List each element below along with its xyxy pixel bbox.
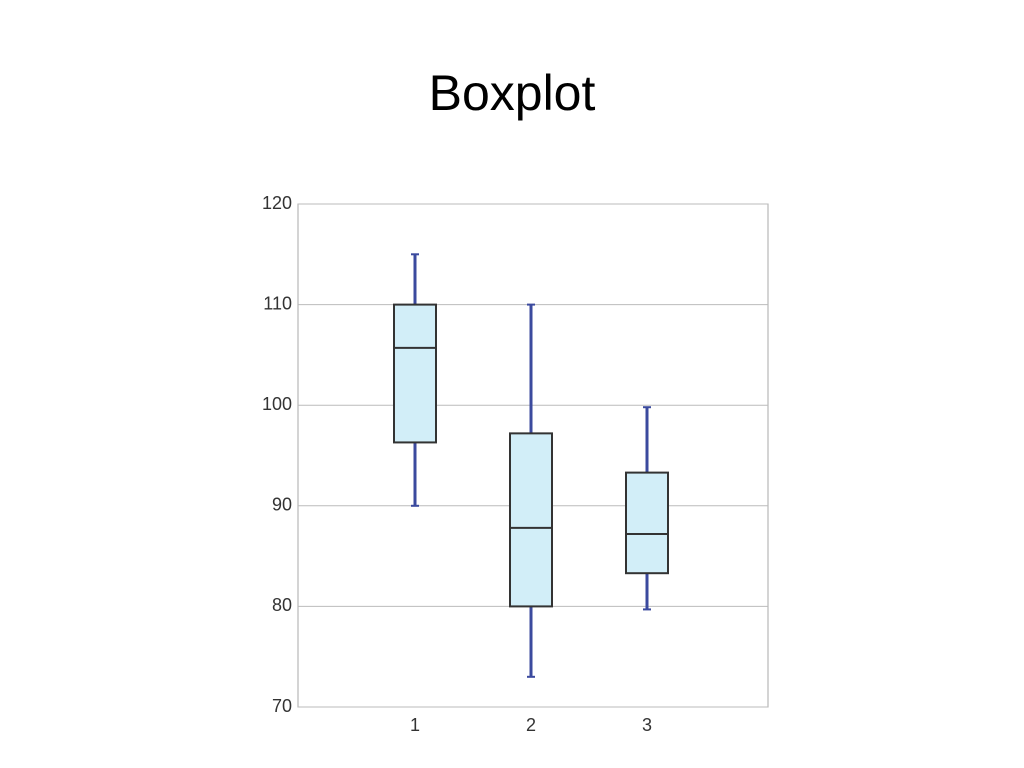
box bbox=[625, 471, 669, 575]
box bbox=[393, 303, 437, 444]
y-tick-label: 120 bbox=[262, 193, 292, 213]
x-tick-label: 1 bbox=[410, 715, 420, 735]
x-tick-label: 3 bbox=[642, 715, 652, 735]
x-tick-label: 2 bbox=[526, 715, 536, 735]
y-tick-label: 100 bbox=[262, 394, 292, 414]
y-tick-label: 110 bbox=[263, 293, 292, 313]
y-tick-label: 70 bbox=[272, 696, 292, 716]
y-tick-label: 90 bbox=[272, 495, 292, 515]
chart-title: Boxplot bbox=[429, 65, 596, 121]
box bbox=[509, 432, 553, 608]
y-tick-label: 80 bbox=[272, 595, 292, 615]
